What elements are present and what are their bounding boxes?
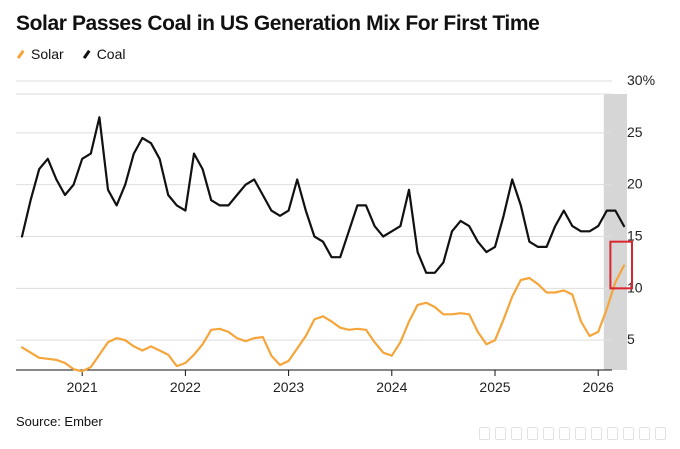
legend-label-coal: Coal — [96, 46, 126, 62]
legend: Solar Coal — [16, 46, 125, 62]
watermark-icons — [479, 427, 666, 440]
watermark-icon — [543, 427, 554, 440]
chart-title: Solar Passes Coal in US Generation Mix F… — [16, 12, 540, 35]
highlight-box — [609, 240, 634, 290]
highlight-band — [603, 94, 627, 370]
watermark-icon — [559, 427, 570, 440]
watermark-icon — [495, 427, 506, 440]
x-tick-label: 2024 — [376, 379, 407, 395]
series-line-coal — [20, 116, 626, 274]
legend-item-coal: Coal — [82, 46, 126, 62]
x-tick-label: 2022 — [170, 379, 201, 395]
watermark-icon — [511, 427, 522, 440]
series-line-solar — [20, 264, 626, 373]
watermark-icon — [575, 427, 586, 440]
x-tick-label: 2021 — [67, 379, 98, 395]
watermark-icon — [591, 427, 602, 440]
x-tick-label: 2026 — [583, 379, 614, 395]
y-tick-label: 30% — [627, 72, 655, 88]
x-tick-label: 2023 — [273, 379, 304, 395]
y-tick-label: 20 — [627, 176, 643, 192]
watermark-icon — [639, 427, 650, 440]
watermark-icon — [655, 427, 666, 440]
watermark-icon — [527, 427, 538, 440]
source-note: Source: Ember — [16, 414, 103, 429]
y-tick-label: 25 — [627, 124, 643, 140]
y-tick-label: 15 — [627, 228, 643, 244]
y-tick-label: 10 — [627, 279, 643, 295]
legend-item-solar: Solar — [16, 46, 64, 62]
watermark-icon — [607, 427, 618, 440]
legend-label-solar: Solar — [31, 46, 64, 62]
y-tick-label: 5 — [627, 331, 635, 347]
x-tick-label: 2025 — [479, 379, 510, 395]
watermark-icon — [479, 427, 490, 440]
watermark-icon — [623, 427, 634, 440]
